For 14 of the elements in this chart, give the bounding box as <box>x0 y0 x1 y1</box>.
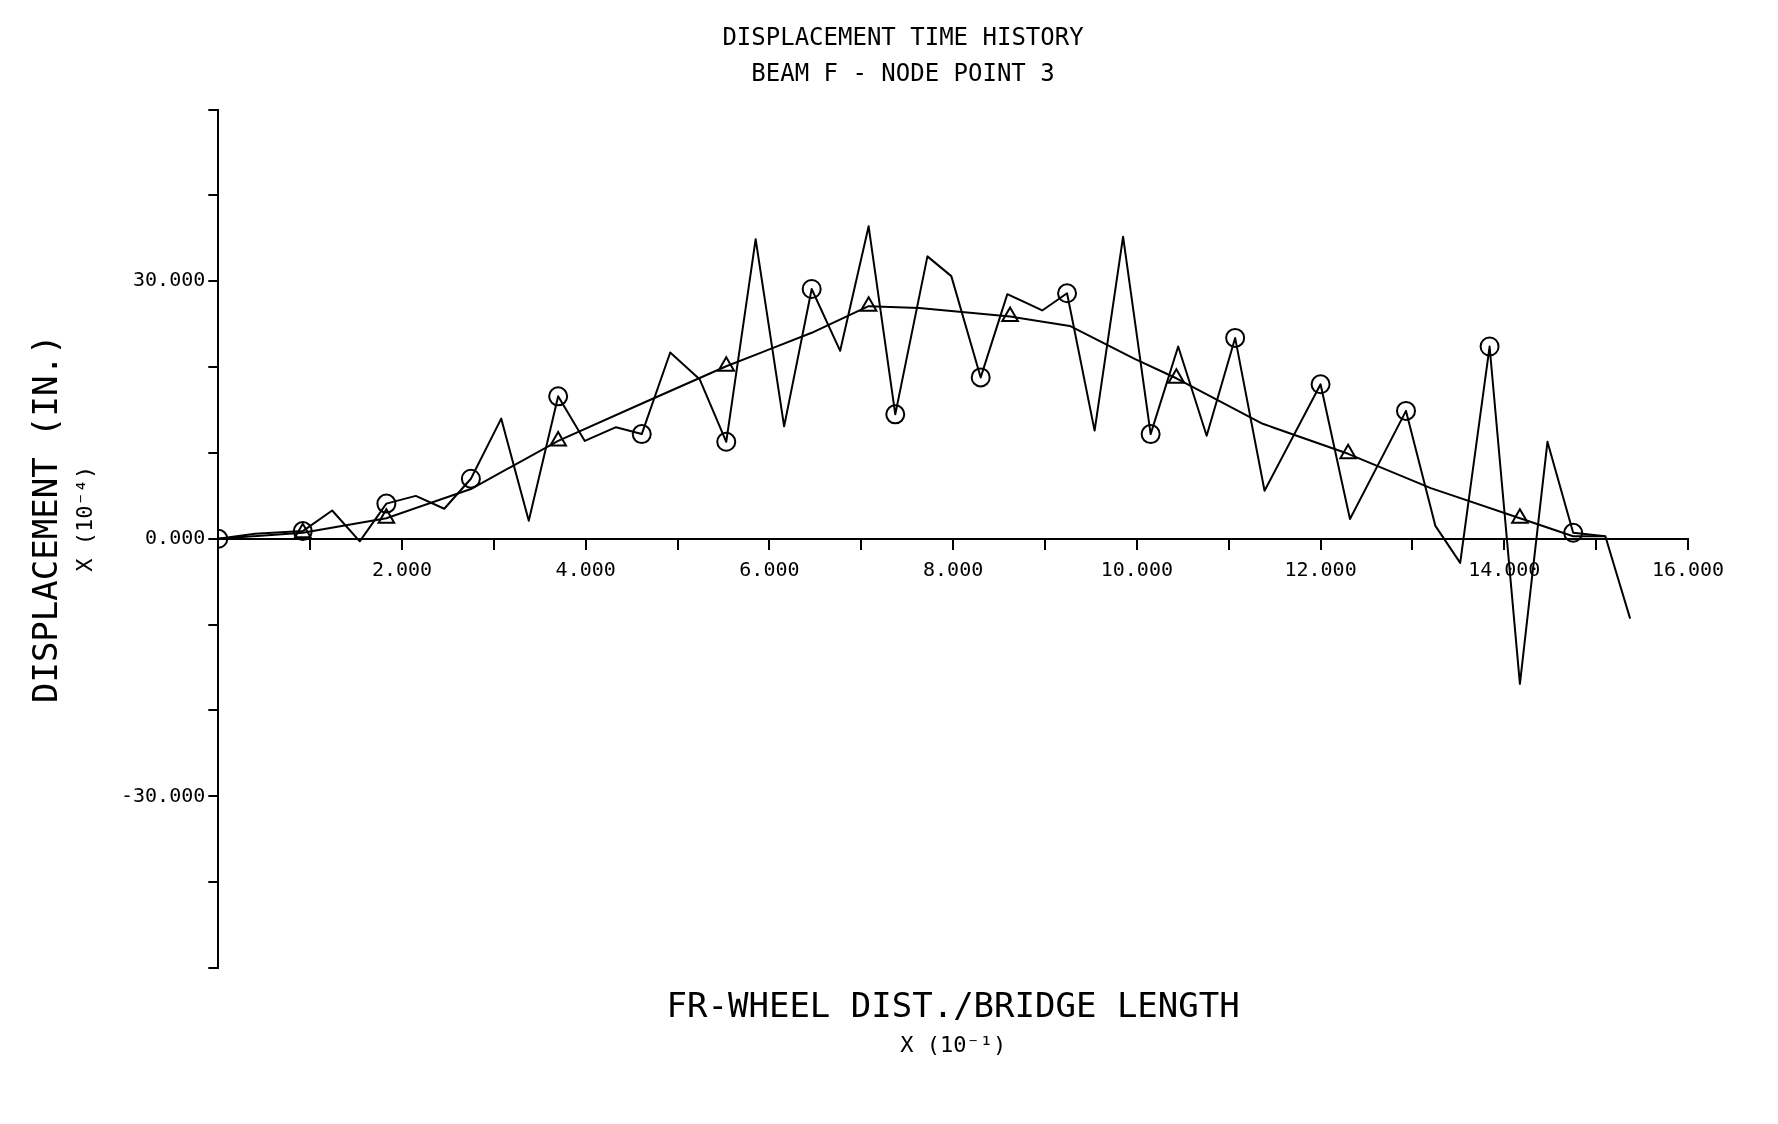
x-tick-label: 10.000 <box>1100 557 1173 581</box>
y-tick-label: -30.000 <box>120 782 206 807</box>
y-axis-title: DISPLACEMENT (IN.) X (10⁻⁴) <box>25 334 98 704</box>
x-axis-title: FR-WHEEL DIST./BRIDGE LENGTH X (10⁻¹) <box>666 984 1240 1057</box>
x-tick-label: 16.000 <box>1651 557 1725 581</box>
x-tick-label: 4.000 <box>555 557 616 581</box>
chart-title: DISPLACEMENT TIME HISTORY <box>722 22 1085 51</box>
x-tick-label: 2.000 <box>371 557 433 581</box>
x-tick-label: 6.000 <box>739 557 800 581</box>
x-tick-label: 8.000 <box>923 557 984 581</box>
y-tick-label: 30.000 <box>133 267 206 292</box>
x-tick-label: 12.000 <box>1284 557 1357 581</box>
chart-subtitle: BEAM F - NODE POINT 3 <box>751 59 1055 88</box>
y-tick-label: 0.000 <box>145 525 206 549</box>
